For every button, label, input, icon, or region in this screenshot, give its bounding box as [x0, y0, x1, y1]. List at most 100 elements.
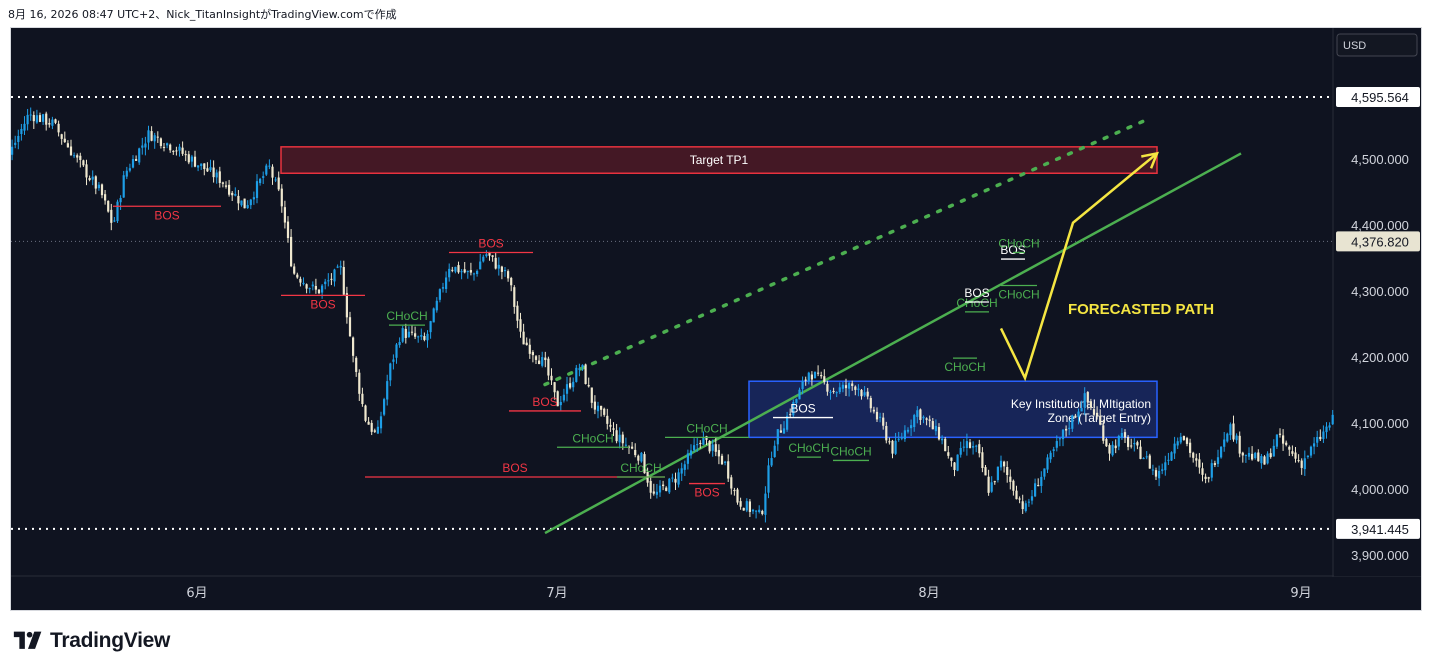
candle-bullish [1309, 446, 1313, 456]
candle-bullish [1266, 453, 1269, 464]
tradingview-logo-icon [13, 631, 42, 649]
candle-bearish [872, 409, 875, 412]
candle-bullish [1043, 468, 1046, 477]
candle-bearish [88, 178, 91, 181]
candle-bullish [429, 321, 432, 333]
candle-bullish [658, 485, 662, 493]
candle-bullish [141, 145, 144, 148]
candle-bearish [662, 484, 665, 487]
candle-bearish [1195, 458, 1198, 461]
candle-bearish [643, 454, 646, 474]
candle-bearish [159, 138, 162, 146]
candle-bullish [916, 410, 919, 417]
candle-bullish [268, 165, 271, 167]
candle-bearish [231, 192, 234, 196]
candle-bearish [968, 442, 972, 448]
structure-label-choch: CHoCH [956, 296, 997, 310]
candle-bullish [420, 335, 423, 337]
tradingview-brand[interactable]: TradingView [12, 629, 170, 653]
candle-bearish [866, 391, 869, 397]
support-trendline[interactable] [544, 152, 1242, 535]
candle-bullish [1027, 501, 1030, 503]
forecast-arrowhead [1141, 151, 1160, 169]
candle-bullish [1024, 503, 1027, 511]
candle-bullish [1313, 443, 1316, 447]
candle-bearish [1319, 436, 1322, 440]
candle-bullish [1117, 435, 1120, 447]
candle-bullish [863, 392, 866, 396]
candle-bullish [454, 266, 457, 272]
candle-bullish [1316, 436, 1319, 443]
target-tp1-zone[interactable] [280, 146, 1158, 175]
structure-label-choch: CHoCH [944, 360, 985, 374]
candle-bearish [525, 342, 528, 346]
candle-bullish [683, 464, 686, 470]
candle-bearish [844, 385, 848, 389]
candle-bearish [593, 401, 596, 410]
candle-bullish [575, 367, 578, 382]
candle-bullish [128, 168, 131, 171]
candle-bearish [637, 455, 640, 461]
candle-bullish [999, 460, 1003, 468]
candle-bullish [1071, 415, 1074, 429]
candle-bearish [1139, 446, 1142, 459]
currency-button[interactable] [1336, 33, 1418, 57]
candle-bearish [569, 383, 572, 388]
candle-bearish [1148, 455, 1151, 469]
candle-bullish [773, 445, 776, 457]
candle-bearish [720, 455, 724, 465]
candle-bearish [1123, 432, 1127, 438]
candle-bearish [953, 462, 956, 470]
candle-bullish [503, 270, 507, 272]
candle-bearish [1241, 452, 1244, 456]
candle-bullish [1322, 431, 1325, 440]
candle-bullish [42, 114, 45, 122]
candle-bullish [234, 194, 237, 196]
candle-bearish [928, 419, 931, 421]
candle-bearish [1192, 452, 1195, 458]
candle-bearish [891, 440, 894, 454]
candle-bullish [197, 165, 200, 168]
candle-bullish [618, 434, 621, 443]
candle-bearish [1114, 445, 1117, 449]
candle-bullish [956, 454, 959, 471]
candle-bearish [76, 155, 79, 158]
candle-bearish [330, 278, 333, 280]
x-tick-label: 8月 [918, 586, 939, 601]
forecast-path[interactable] [999, 152, 1158, 382]
candle-bullish [1235, 435, 1238, 441]
candle-bullish [166, 143, 169, 146]
candle-bearish [271, 166, 274, 178]
candle-bullish [389, 363, 392, 381]
candle-bearish [882, 417, 885, 426]
mitigation-zone[interactable] [748, 380, 1158, 439]
candle-bullish [668, 478, 671, 493]
candle-bullish [1034, 483, 1037, 497]
candle-bullish [910, 425, 913, 429]
candle-bullish [144, 143, 147, 148]
y-tick-label: 4,200.000 [1351, 350, 1409, 365]
structure-label-bos: BOS [790, 402, 815, 416]
candle-bearish [45, 113, 48, 125]
candle-bullish [671, 477, 674, 479]
level-price-badge [1336, 518, 1420, 539]
candle-bearish [761, 510, 764, 514]
candle-bearish [600, 405, 603, 410]
candle-bearish [538, 360, 541, 365]
candle-bearish [826, 383, 829, 392]
candle-bullish [138, 148, 141, 163]
candle-bearish [352, 337, 355, 356]
dotted-channel-line[interactable] [543, 118, 1147, 387]
candle-bullish [686, 453, 689, 464]
candle-bearish [1015, 490, 1018, 500]
candle-bullish [1220, 446, 1223, 458]
mitigation-zone-label: Key Institutional MItigation [1011, 397, 1151, 411]
candle-bearish [937, 427, 941, 440]
candle-bullish [302, 282, 305, 285]
candle-bearish [283, 207, 286, 223]
candle-bullish [798, 389, 801, 400]
candle-bearish [1130, 445, 1133, 447]
candle-bullish [640, 452, 643, 462]
candle-bullish [1164, 462, 1167, 471]
